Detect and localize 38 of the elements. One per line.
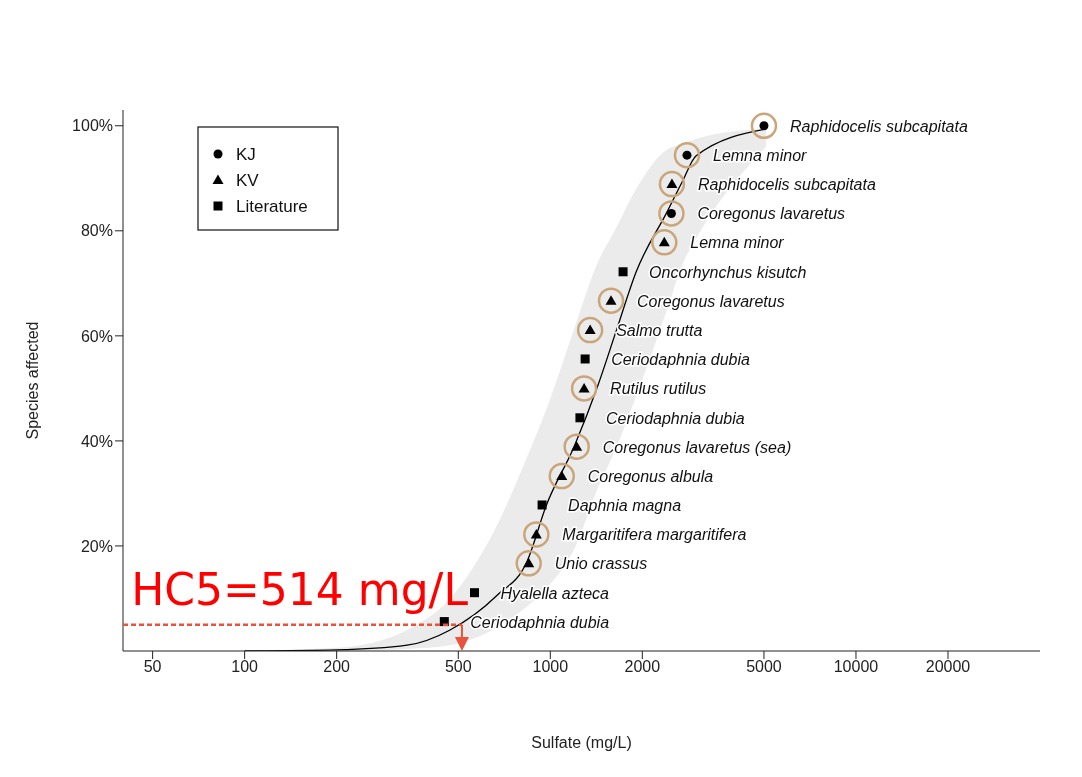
x-tick-label: 1000 (532, 658, 569, 676)
data-label: Daphnia magna (568, 496, 682, 514)
data-label: Margaritifera margaritifera (562, 526, 747, 544)
data-label: Ceriodaphnia dubia (470, 613, 610, 631)
x-tick-label: 20000 (925, 658, 971, 676)
y-tick-label: 60% (80, 327, 113, 345)
y-tick-label: 100% (72, 117, 113, 135)
x-tick-label: 100 (231, 658, 259, 676)
y-tick-label: 20% (80, 537, 113, 555)
data-label: Raphidocelis subcapitata (789, 117, 968, 135)
data-label: Coregonus albula (587, 468, 714, 486)
legend-label: KJ (236, 145, 256, 164)
y-tick-label: 40% (80, 432, 113, 450)
data-label: Salmo trutta (616, 322, 703, 340)
data-label: Oncorhynchus kisutch (649, 263, 807, 281)
x-tick-label: 50 (143, 658, 162, 676)
legend-label: KV (236, 171, 260, 190)
data-label: Ceriodaphnia dubia (605, 409, 745, 427)
x-tick-label: 5000 (746, 658, 782, 676)
data-label: Hyalella azteca (500, 584, 610, 602)
x-tick-label: 2000 (624, 658, 661, 676)
data-label: Coregonus lavaretus (697, 205, 846, 223)
data-label: Coregonus lavaretus (sea) (602, 438, 792, 456)
data-label: Coregonus lavaretus (637, 292, 785, 310)
y-tick-label: 80% (80, 222, 113, 240)
x-tick-label: 200 (323, 658, 351, 676)
data-label: Ceriodaphnia dubia (611, 350, 751, 368)
y-axis-title: Species affected (24, 321, 41, 440)
legend-label: Literature (236, 197, 308, 216)
data-label: Raphidocelis subcapitata (697, 176, 876, 194)
data-label: Unio crassus (554, 555, 648, 573)
x-axis-title: Sulfate (mg/L) (531, 734, 632, 751)
data-label: Lemna minor (690, 234, 785, 252)
data-label: Lemna minor (712, 147, 808, 165)
x-tick-label: 10000 (833, 658, 879, 676)
x-tick-label: 500 (444, 658, 472, 676)
data-label: Rutilus rutilus (610, 380, 707, 398)
annotation: HC5=514 mg/L (131, 563, 469, 615)
